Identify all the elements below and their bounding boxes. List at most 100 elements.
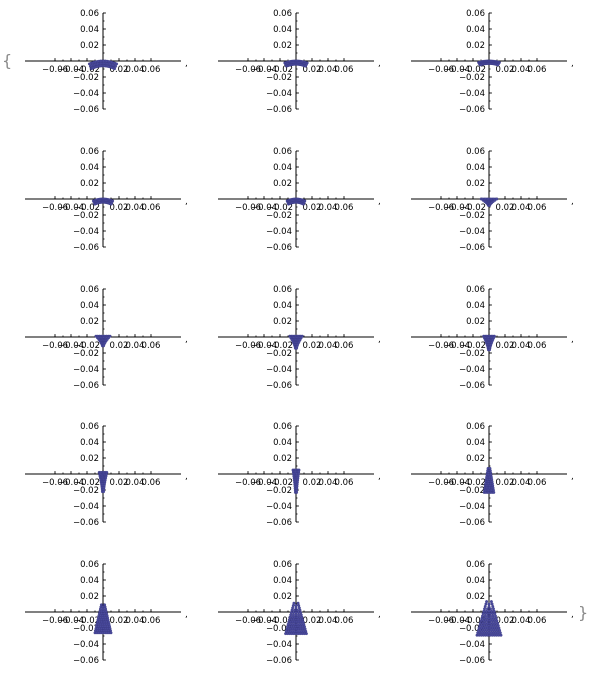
y-tick-label: −0.04: [73, 89, 99, 99]
x-tick-label: −0.02: [460, 616, 486, 626]
data-point: [491, 621, 495, 625]
y-tick-label: −0.02: [266, 624, 292, 634]
data-point: [492, 490, 496, 494]
y-tick-label: 0.02: [80, 179, 99, 189]
x-tick-label: 0.06: [335, 203, 354, 213]
scatter-plot-5: −0.06−0.04−0.02 0.020.040.060.060.040.02−…: [218, 147, 381, 253]
data-point: [289, 613, 293, 617]
x-tick-label: 0.06: [528, 478, 547, 488]
data-point: [303, 627, 307, 631]
data-point: [288, 615, 292, 619]
x-tick-label: −0.02: [267, 341, 293, 351]
list-open-brace: {: [2, 51, 12, 70]
x-tick-label: −0.06: [428, 65, 454, 75]
list-close-brace: }: [578, 603, 588, 622]
x-tick-label: −0.06: [235, 478, 261, 488]
x-tick-label: 0.06: [142, 203, 161, 213]
data-point: [299, 611, 303, 615]
x-tick-label: −0.06: [42, 341, 68, 351]
list-separator: ,: [378, 472, 381, 482]
x-tick-label: −0.04: [251, 203, 277, 213]
x-tick-label: 0.06: [335, 65, 354, 75]
y-tick-label: 0.02: [80, 592, 99, 602]
x-tick-label: −0.06: [235, 616, 261, 626]
y-tick-label: 0.06: [80, 147, 99, 157]
y-tick-label: −0.06: [459, 243, 485, 253]
scatter-plot-11: −0.06−0.04−0.02 0.020.040.060.060.040.02−…: [218, 422, 381, 528]
x-tick-label: −0.02: [460, 341, 486, 351]
data-point: [482, 609, 486, 613]
scatter-plot-10: −0.06−0.04−0.02 0.020.040.060.060.040.02−…: [25, 422, 188, 528]
x-tick-label: 0.04: [512, 616, 531, 626]
y-tick-label: 0.04: [80, 163, 99, 173]
y-tick-label: −0.06: [459, 518, 485, 528]
data-point: [295, 490, 299, 494]
y-tick-label: −0.06: [73, 381, 99, 391]
x-tick-label: 0.02: [110, 65, 129, 75]
y-tick-label: −0.02: [266, 349, 292, 359]
data-point: [489, 600, 493, 604]
y-tick-label: 0.04: [273, 163, 292, 173]
y-tick-label: −0.02: [459, 211, 485, 221]
y-tick-label: 0.04: [466, 25, 485, 35]
data-point: [497, 626, 501, 630]
x-tick-label: −0.04: [444, 65, 470, 75]
scatter-plot-4: −0.06−0.04−0.02 0.020.040.060.060.040.02−…: [25, 147, 188, 253]
y-tick-label: −0.06: [266, 518, 292, 528]
x-tick-label: 0.02: [303, 341, 322, 351]
x-tick-label: 0.04: [512, 65, 531, 75]
x-tick-label: 0.06: [528, 203, 547, 213]
data-point: [487, 609, 491, 613]
list-separator: ,: [185, 610, 188, 620]
data-point: [480, 616, 484, 620]
x-tick-label: 0.02: [110, 616, 129, 626]
x-tick-label: 0.02: [496, 341, 515, 351]
x-tick-label: −0.02: [74, 65, 100, 75]
x-tick-label: 0.02: [303, 65, 322, 75]
y-tick-label: 0.06: [466, 422, 485, 432]
y-tick-label: 0.02: [80, 41, 99, 51]
x-tick-label: 0.06: [528, 616, 547, 626]
list-separator: ,: [185, 472, 188, 482]
scatter-plot-7: −0.06−0.04−0.02 0.020.040.060.060.040.02−…: [25, 285, 188, 391]
y-tick-label: −0.02: [459, 73, 485, 83]
data-point: [490, 602, 494, 606]
y-tick-label: −0.02: [73, 211, 99, 221]
x-tick-label: −0.04: [444, 203, 470, 213]
y-tick-label: 0.02: [466, 317, 485, 327]
list-separator: ,: [185, 335, 188, 345]
x-tick-label: −0.04: [58, 203, 84, 213]
data-point: [302, 622, 306, 626]
y-tick-label: −0.06: [73, 105, 99, 115]
y-tick-label: 0.02: [273, 179, 292, 189]
y-tick-label: 0.02: [273, 41, 292, 51]
x-tick-label: 0.06: [528, 65, 547, 75]
data-point: [302, 202, 305, 206]
x-tick-label: −0.02: [267, 65, 293, 75]
y-tick-label: 0.06: [80, 9, 99, 19]
y-tick-label: 0.04: [466, 163, 485, 173]
data-point: [488, 614, 492, 618]
x-tick-label: 0.04: [512, 341, 531, 351]
y-tick-label: −0.02: [73, 624, 99, 634]
x-tick-label: −0.06: [428, 478, 454, 488]
data-point: [483, 604, 487, 608]
scatter-plot-1: −0.06−0.04−0.02 0.020.040.060.060.040.02−…: [25, 9, 188, 115]
x-tick-label: −0.06: [42, 65, 68, 75]
x-tick-label: 0.04: [126, 203, 145, 213]
y-tick-label: 0.02: [466, 592, 485, 602]
x-tick-label: 0.04: [126, 616, 145, 626]
list-separator: ,: [378, 59, 381, 69]
data-point: [301, 620, 305, 624]
y-tick-label: −0.06: [73, 518, 99, 528]
data-point: [485, 600, 489, 604]
y-tick-label: 0.04: [466, 301, 485, 311]
data-point: [300, 615, 304, 619]
x-tick-label: −0.06: [42, 616, 68, 626]
data-point: [487, 602, 491, 606]
x-tick-label: −0.06: [235, 203, 261, 213]
x-tick-label: 0.04: [126, 478, 145, 488]
y-tick-label: −0.02: [459, 486, 485, 496]
data-point: [493, 621, 497, 625]
x-tick-label: −0.04: [444, 616, 470, 626]
